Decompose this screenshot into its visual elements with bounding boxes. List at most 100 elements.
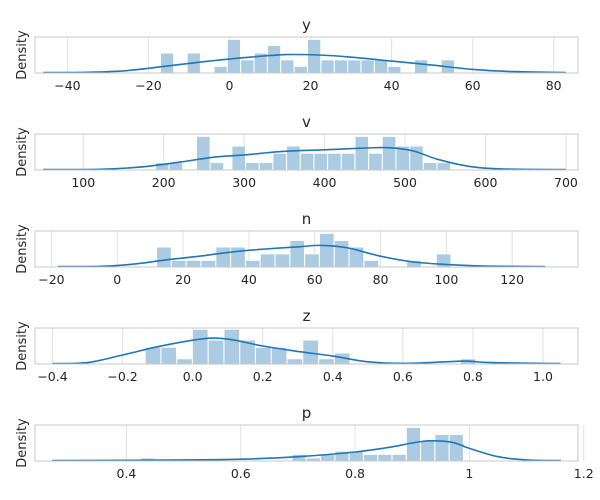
histogram-bar — [245, 260, 261, 268]
x-tick-label: 20 — [175, 272, 191, 287]
histogram-bar — [160, 52, 174, 74]
axes-frame — [34, 327, 579, 365]
x-tick-label: 200 — [152, 175, 176, 190]
histogram-bar — [280, 59, 295, 74]
x-tick-label: 40 — [384, 78, 400, 93]
x-tick-label: 500 — [393, 175, 417, 190]
histogram-bar — [374, 59, 388, 74]
histogram-bar — [320, 59, 335, 74]
histogram-bar — [200, 260, 216, 268]
histogram-bar — [354, 136, 369, 171]
histogram-bar — [267, 45, 281, 74]
plot-area — [35, 425, 578, 461]
histogram-bar — [319, 233, 335, 268]
histogram-bar — [318, 358, 335, 365]
panel-n: −20 0 20 40 60 80 100 120 n Density — [15, 210, 579, 287]
histogram-bar — [215, 246, 231, 268]
x-tick-label: 1.2 — [574, 466, 594, 481]
x-tick-label: 40 — [241, 272, 257, 287]
x-tick-label: 60 — [465, 78, 481, 93]
histogram-bar — [240, 59, 255, 74]
histogram-bar — [274, 253, 290, 268]
x-tick-label: 60 — [307, 272, 323, 287]
kde-line — [42, 146, 566, 171]
kde-line — [52, 439, 561, 462]
panel-title: z — [303, 307, 311, 325]
histogram-bar — [334, 240, 350, 268]
histogram-bar — [260, 253, 276, 268]
panel-title: p — [302, 404, 312, 422]
x-tick-label: 0.6 — [231, 466, 251, 481]
x-tick-label: 1 — [465, 466, 473, 481]
histogram-bar — [327, 153, 342, 171]
histogram-bar — [300, 153, 314, 171]
axes-frame — [34, 36, 579, 74]
histogram-bar — [176, 358, 193, 365]
panel-title: y — [302, 16, 311, 34]
histogram-bar — [156, 246, 172, 268]
panel-title: v — [302, 113, 311, 131]
histogram-bar — [294, 66, 308, 74]
panel-z: −0.4 −0.2 0.0 0.2 0.4 0.6 0.8 1.0 z Density — [15, 307, 579, 384]
y-axis-label: Density — [15, 321, 30, 371]
histogram-bar — [286, 358, 303, 365]
x-tick-label: −20 — [38, 272, 64, 287]
histogram-bar — [360, 59, 375, 74]
x-tick-label: 100 — [434, 272, 458, 287]
histogram-bar — [363, 260, 379, 268]
histogram-bar — [192, 329, 209, 365]
histogram-bar — [436, 162, 451, 171]
histogram-bar — [259, 162, 273, 171]
histogram-bar — [160, 347, 177, 365]
x-tick-label: −0.2 — [107, 369, 137, 384]
x-tick-label: 400 — [313, 175, 337, 190]
histogram-bar — [341, 153, 355, 171]
x-tick-label: 0.0 — [183, 369, 203, 384]
histogram-bar — [145, 347, 161, 365]
x-tick-label: 0.8 — [463, 369, 483, 384]
x-tick-label: 600 — [474, 175, 498, 190]
histogram-bar — [387, 66, 402, 74]
histogram-bar — [434, 434, 450, 462]
histogram-bar — [289, 240, 305, 268]
histogram-bar — [223, 329, 240, 365]
x-tick-label: −0.4 — [37, 369, 67, 384]
histogram-bar — [231, 145, 246, 171]
x-tick-label: 0 — [226, 78, 234, 93]
x-tick-label: 80 — [546, 78, 562, 93]
histogram-bar — [307, 39, 321, 74]
x-tick-label: −20 — [135, 78, 161, 93]
histogram-bar — [449, 434, 464, 462]
histogram-bar — [334, 59, 348, 74]
histogram-bar — [286, 145, 301, 171]
panel-v: 100 200 300 400 500 600 700 v Density — [15, 113, 579, 190]
y-axis-label: Density — [15, 224, 30, 274]
histogram-bar — [377, 454, 393, 462]
histogram-bar — [227, 39, 241, 74]
histogram-bar — [423, 162, 438, 171]
axes-frame — [34, 133, 579, 171]
x-tick-label: 100 — [71, 175, 95, 190]
histogram-bar — [208, 339, 224, 365]
histogram-bar — [347, 59, 362, 74]
x-tick-label: 0.6 — [393, 369, 413, 384]
histogram-bar — [363, 454, 378, 462]
panel-y: −40 −20 0 20 40 60 80 y Density — [15, 16, 579, 93]
histogram-bar — [368, 153, 383, 171]
kde-line — [43, 53, 566, 74]
panel-title: n — [302, 210, 312, 228]
histogram-bar — [304, 253, 320, 268]
histogram-bar — [391, 454, 407, 462]
histogram-bar — [171, 260, 187, 268]
axes-frame — [34, 230, 579, 268]
x-tick-label: 0 — [113, 272, 121, 287]
histogram-bar — [255, 347, 272, 365]
x-tick-label: −40 — [54, 78, 80, 93]
x-tick-label: 0.2 — [253, 369, 273, 384]
y-axis-label: Density — [15, 127, 30, 177]
histogram-bar — [245, 162, 260, 171]
x-tick-label: 1.0 — [533, 369, 553, 384]
panel-p: 0.4 0.6 0.8 1 1.2 p Density — [15, 404, 594, 481]
x-tick-label: 700 — [554, 175, 578, 190]
